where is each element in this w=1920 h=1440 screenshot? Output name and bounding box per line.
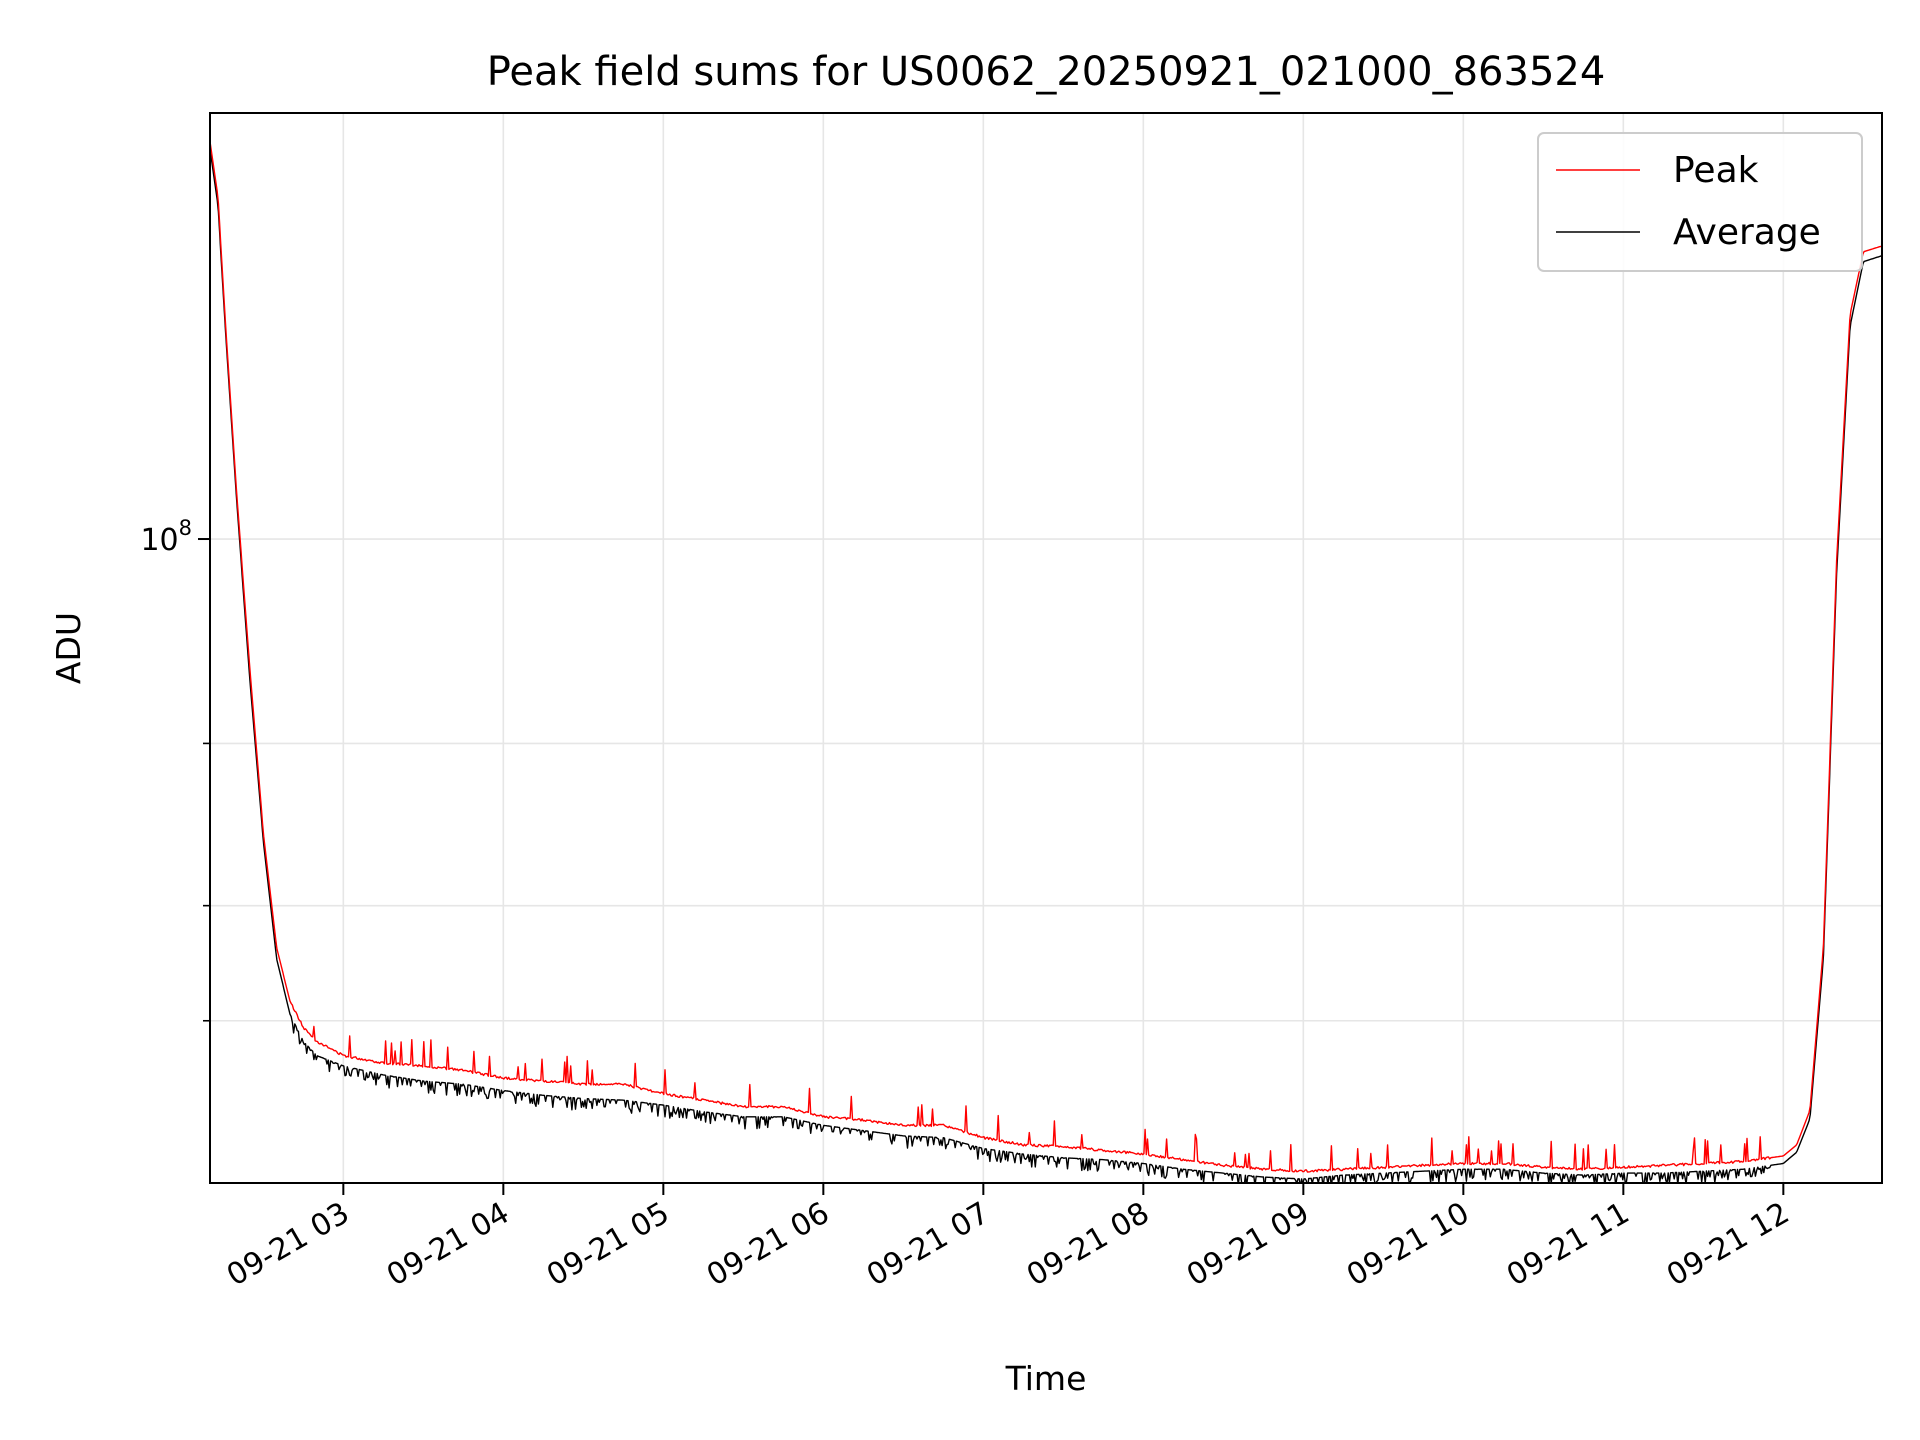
chart-title: Peak field sums for US0062_20250921_0210…	[487, 49, 1606, 95]
grid	[210, 113, 1882, 1183]
y-tick-exponent: 8	[179, 516, 192, 540]
legend: Peak Average	[1537, 132, 1863, 272]
series-line-peak	[210, 141, 1882, 1173]
plot-series	[210, 141, 1882, 1183]
x-axis-label: Time	[1005, 1359, 1087, 1398]
y-tick-base: 10	[140, 523, 178, 558]
legend-label-peak: Peak	[1673, 150, 1759, 191]
legend-label-average: Average	[1673, 212, 1821, 253]
plot-frame	[209, 112, 1883, 1184]
y-tick-label: 108	[140, 516, 192, 558]
y-axis: 108	[140, 516, 210, 1022]
y-axis-label: ADU	[49, 612, 88, 684]
legend-box	[1537, 132, 1863, 272]
series-line-average	[210, 149, 1882, 1183]
